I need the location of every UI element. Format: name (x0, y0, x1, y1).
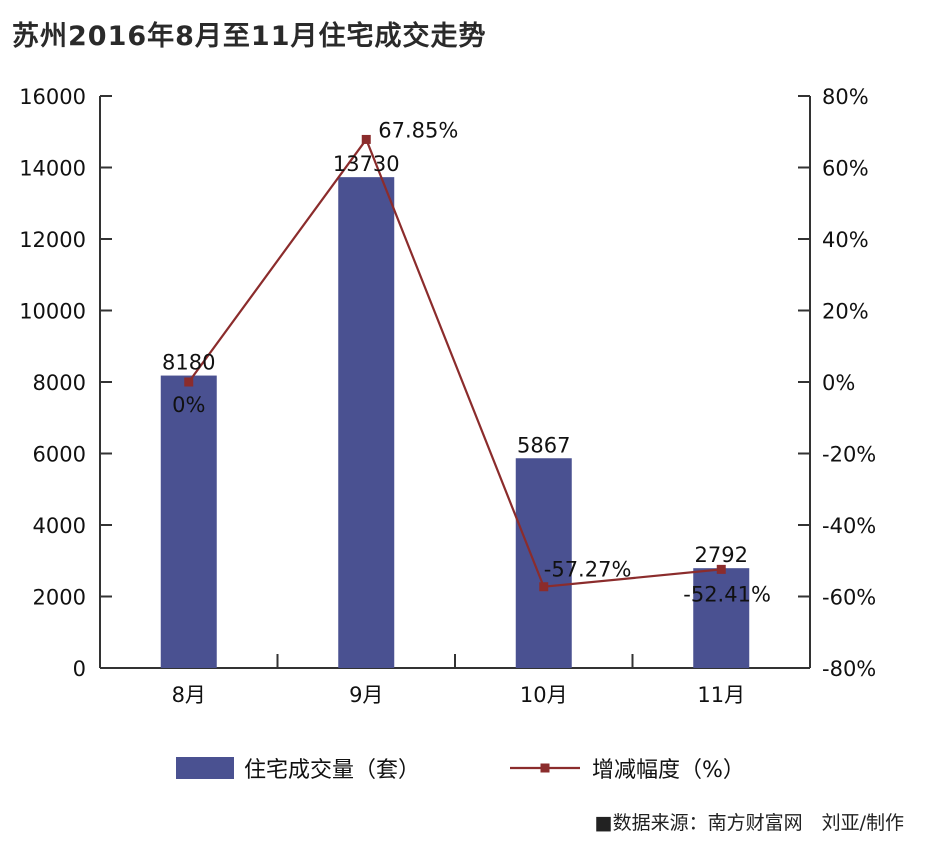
left-tick-label: 2000 (33, 586, 86, 610)
growth-value-label: -52.41% (683, 582, 771, 606)
growth-point-4 (716, 564, 726, 574)
right-tick-label: -60% (822, 586, 876, 610)
bar-value-label: 13730 (333, 152, 400, 176)
right-tick-label: -40% (822, 514, 876, 538)
axes: 0 2000 4000 6000 8000 10000 12000 14000 16000 -80… (19, 85, 876, 707)
right-tick-label: 20% (822, 300, 869, 324)
left-tick-label: 4000 (33, 514, 86, 538)
legend-line-marker (540, 763, 550, 773)
bar-1 (160, 375, 217, 668)
bar-4 (693, 568, 750, 668)
right-tick-label: 0% (822, 371, 855, 395)
left-tick-label: 12000 (19, 228, 86, 252)
growth-value-label: -57.27% (544, 558, 632, 582)
right-tick-label: 40% (822, 228, 869, 252)
bar-2 (338, 177, 395, 668)
left-tick-label: 6000 (33, 443, 86, 467)
x-tick-label: 10月 (520, 683, 568, 707)
right-tick-label: -80% (822, 657, 876, 681)
bar-3 (515, 458, 572, 668)
right-tick-label: -20% (822, 443, 876, 467)
legend-line-label: 增减幅度（%） (592, 758, 745, 783)
left-tick-label: 10000 (19, 300, 86, 324)
data-labels: 8180 13730 5867 2792 0% 67.85% -57.27% -52.41% (162, 118, 771, 606)
x-tick-label: 8月 (172, 683, 206, 707)
chart-title: 苏州2016年8月至11月住宅成交走势 (12, 21, 487, 52)
legend-bar-swatch (176, 757, 234, 779)
growth-line (184, 134, 726, 592)
x-tick-label: 9月 (349, 683, 383, 707)
growth-value-label: 67.85% (378, 118, 458, 142)
growth-line-path (187, 137, 722, 588)
growth-point-3 (539, 582, 549, 592)
right-tick-label: 60% (822, 157, 869, 181)
x-tick-label: 11月 (697, 683, 745, 707)
left-tick-label: 0 (73, 657, 86, 681)
legend-bar-label: 住宅成交量（套） (244, 758, 420, 783)
left-tick-label: 8000 (33, 371, 86, 395)
bar-value-label: 8180 (162, 351, 215, 375)
left-tick-label: 16000 (19, 85, 86, 109)
growth-value-label: 0% (172, 393, 205, 417)
growth-point-2 (361, 134, 371, 144)
source-note: ■数据来源：南方财富网 刘亚/制作 (594, 812, 904, 834)
left-tick-label: 14000 (19, 157, 86, 181)
legend: 住宅成交量（套） 增减幅度（%） (176, 757, 745, 783)
bar-value-label: 5867 (517, 433, 570, 457)
growth-point-1 (184, 377, 194, 387)
bar-value-label: 2792 (695, 543, 748, 567)
right-tick-label: 80% (822, 85, 869, 109)
bars (160, 177, 750, 668)
